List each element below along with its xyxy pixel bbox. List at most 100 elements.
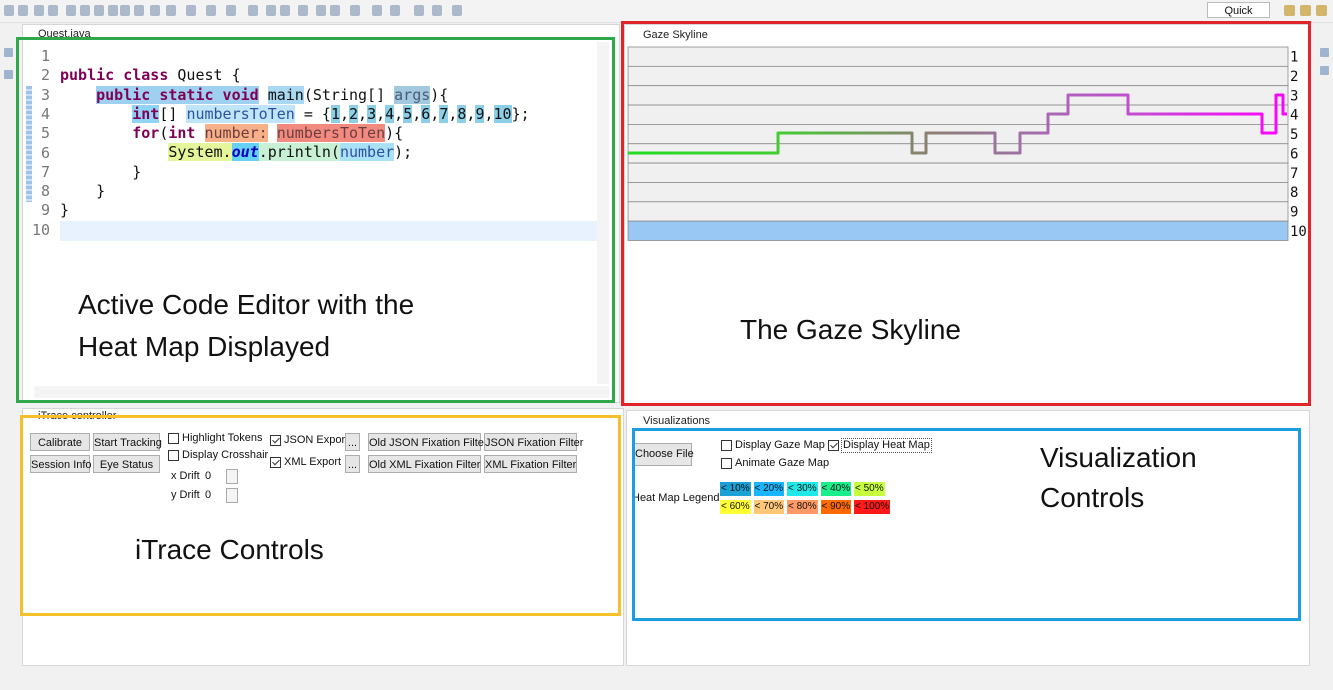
button[interactable]: Eye Status <box>93 455 160 473</box>
checkbox-label: JSON Export <box>284 434 349 446</box>
spinner[interactable] <box>226 488 238 503</box>
code-line <box>60 221 530 240</box>
checkbox[interactable] <box>168 450 179 461</box>
button[interactable]: Calibrate <box>30 433 90 451</box>
legend-item: < 10% <box>720 482 751 496</box>
side-icon <box>1320 48 1329 57</box>
button[interactable]: Choose File <box>634 443 694 466</box>
checkbox-label: Highlight Tokens <box>182 432 263 444</box>
code-token: for <box>132 124 160 143</box>
legend-item: < 70% <box>753 500 785 514</box>
skyline-panel <box>624 24 1310 404</box>
filter-button[interactable]: XML Fixation Filter <box>484 455 577 473</box>
visualization-note: Controls <box>1040 482 1145 513</box>
code-token: , <box>430 104 440 123</box>
code-line <box>60 47 530 66</box>
line-number: 5 <box>40 124 50 143</box>
code-token: , <box>484 104 494 123</box>
code-token: }; <box>511 104 530 123</box>
code-token: (String[] <box>303 85 395 104</box>
code-line: } <box>60 201 530 220</box>
legend-item: < 40% <box>820 482 852 496</box>
quick-access[interactable]: Quick Access <box>1207 2 1270 33</box>
code-line: for(int number: numbersToTen){ <box>60 124 530 143</box>
skyline-note: The Gaze Skyline <box>740 314 961 345</box>
checkbox[interactable] <box>270 435 281 446</box>
skyline-tab[interactable]: Gaze Skyline <box>643 29 708 41</box>
itrace-tab[interactable]: iTrace controller <box>38 410 117 422</box>
filter-button[interactable]: JSON Fixation Filter <box>484 433 583 451</box>
code-token <box>195 124 204 142</box>
code-line: int[] numbersToTen = {1,2,3,4,5,6,7,8,9,… <box>60 104 530 124</box>
editor-note: Active Code Editor with the <box>78 289 415 320</box>
checkbox-label: Display Gaze Map <box>735 439 825 451</box>
filter-button[interactable]: Old XML Fixation Filter <box>368 455 481 473</box>
checkbox[interactable] <box>168 433 179 444</box>
legend-item: < 50% <box>854 482 885 496</box>
code-token: 2 <box>349 104 359 123</box>
code-token: , <box>394 104 404 123</box>
code-token: 6 <box>421 104 431 123</box>
code-line: public class Quest { <box>60 66 530 85</box>
checkbox[interactable] <box>828 440 839 451</box>
line-number: 9 <box>40 201 50 220</box>
code-token: ){ <box>385 124 404 143</box>
code-line: } <box>60 163 530 182</box>
spinner[interactable] <box>226 469 238 484</box>
code-token: int <box>168 124 196 143</box>
code-token <box>60 124 132 142</box>
checkbox-label: Animate Gaze Map <box>735 457 830 469</box>
code-token: , <box>339 104 349 123</box>
line-number: 8 <box>40 182 50 201</box>
code-token: = { <box>294 104 331 123</box>
line-number: 10 <box>31 220 50 239</box>
code-token: } <box>60 182 106 201</box>
code-token: int <box>132 104 160 123</box>
code-token: 5 <box>403 104 413 123</box>
browse-button[interactable]: ... <box>345 455 360 473</box>
side-icon <box>4 70 13 79</box>
checkbox[interactable] <box>270 457 281 468</box>
code-token: , <box>412 104 422 123</box>
filter-button[interactable]: Old JSON Fixation Filter <box>368 433 488 451</box>
code-token: ){ <box>430 85 449 104</box>
visualizations-tab[interactable]: Visualizations <box>643 415 711 427</box>
checkbox[interactable] <box>721 458 732 469</box>
drift-label: x Drift <box>171 470 200 482</box>
code-token: numbersToTen <box>186 104 295 123</box>
editor-tab[interactable]: Quest.java <box>38 28 91 40</box>
legend-title: Heat Map Legend <box>632 492 720 504</box>
drift-label: y Drift <box>171 489 200 501</box>
checkbox-label: Display Crosshair <box>182 449 269 461</box>
button[interactable]: Start Tracking <box>93 433 162 451</box>
code-line: System.out.println(number); <box>60 143 530 162</box>
code-token <box>60 143 168 161</box>
code-area: public class Quest { public static void … <box>60 47 530 240</box>
drift-value[interactable]: 0 <box>205 470 212 482</box>
button[interactable]: Session Info <box>30 455 92 473</box>
code-token <box>60 86 96 104</box>
drift-value[interactable]: 0 <box>205 489 212 501</box>
line-number: 1 <box>40 47 50 65</box>
code-line: public static void main(String[] args){ <box>60 85 530 105</box>
code-token: numbersToTen <box>276 124 386 143</box>
code-token <box>60 105 132 123</box>
line-number: 3 <box>40 85 50 104</box>
code-token: 7 <box>439 104 449 123</box>
code-token: ); <box>394 143 413 162</box>
line-number: 2 <box>40 66 50 85</box>
legend-item: < 30% <box>787 482 818 496</box>
code-token: public static void <box>96 85 259 104</box>
checkbox[interactable] <box>721 440 732 451</box>
checkbox-label: XML Export <box>284 456 342 468</box>
code-token: public class <box>60 66 169 85</box>
line-number: 6 <box>40 143 50 162</box>
legend-item: < 90% <box>820 500 852 514</box>
code-token: number <box>339 143 395 162</box>
h-scrollbar <box>34 386 609 398</box>
code-token: out <box>231 143 259 162</box>
browse-button[interactable]: ... <box>345 433 360 451</box>
legend-item: < 100% <box>854 500 891 514</box>
code-token: System. <box>168 143 232 162</box>
